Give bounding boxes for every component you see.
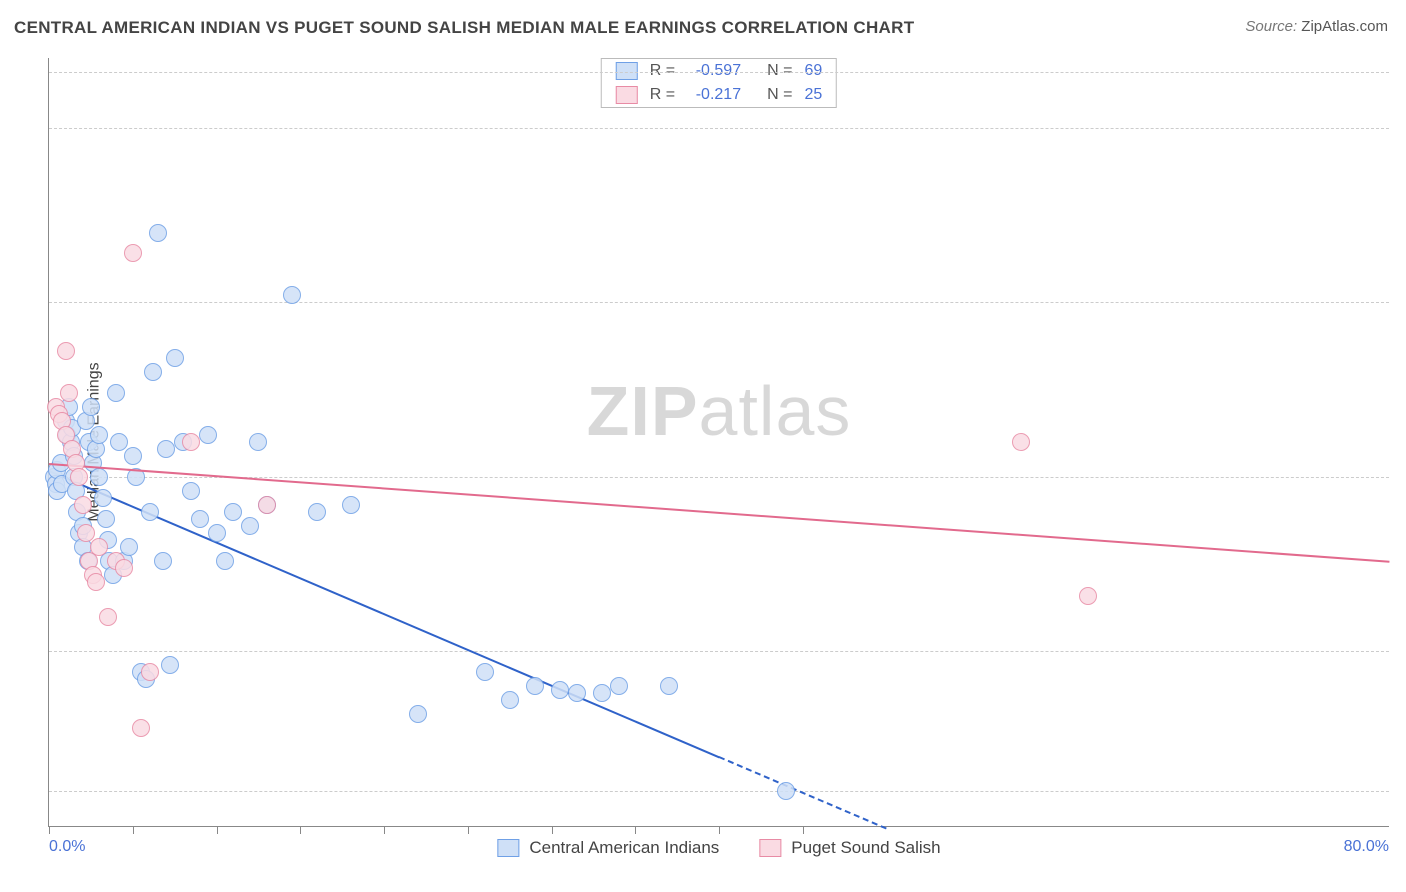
data-point (70, 468, 88, 486)
x-tick (635, 826, 636, 834)
gridline (49, 72, 1389, 73)
r-value: -0.217 (683, 86, 741, 104)
data-point (132, 719, 150, 737)
data-point (593, 684, 611, 702)
legend-swatch (616, 86, 638, 104)
gridline (49, 651, 1389, 652)
x-tick (300, 826, 301, 834)
data-point (144, 363, 162, 381)
chart-title: CENTRAL AMERICAN INDIAN VS PUGET SOUND S… (14, 18, 914, 38)
y-tick-label: $75,000 (1393, 293, 1406, 311)
data-point (283, 286, 301, 304)
data-point (99, 608, 117, 626)
data-point (551, 681, 569, 699)
data-point (90, 426, 108, 444)
data-point (74, 496, 92, 514)
data-point (141, 663, 159, 681)
y-tick-label: $25,000 (1393, 642, 1406, 660)
legend-label: Central American Indians (529, 838, 719, 858)
data-point (1079, 587, 1097, 605)
x-tick (133, 826, 134, 834)
legend-item: Puget Sound Salish (759, 838, 940, 858)
data-point (90, 468, 108, 486)
data-point (501, 691, 519, 709)
data-point (660, 677, 678, 695)
x-tick (217, 826, 218, 834)
data-point (216, 552, 234, 570)
data-point (191, 510, 209, 528)
data-point (77, 524, 95, 542)
data-point (182, 433, 200, 451)
x-tick (468, 826, 469, 834)
data-point (124, 244, 142, 262)
legend-item: Central American Indians (497, 838, 719, 858)
data-point (149, 224, 167, 242)
trend-line-dashed (719, 756, 887, 829)
plot-area: Median Male Earnings ZIPatlas R =-0.597N… (48, 58, 1389, 827)
data-point (161, 656, 179, 674)
data-point (115, 559, 133, 577)
x-tick (384, 826, 385, 834)
data-point (1012, 433, 1030, 451)
data-point (124, 447, 142, 465)
legend-stat-row: R = -0.217 N = 25 (602, 83, 836, 107)
data-point (154, 552, 172, 570)
series-legend: Central American Indians Puget Sound Sali… (497, 838, 940, 858)
x-tick (552, 826, 553, 834)
data-point (476, 663, 494, 681)
x-tick-min: 0.0% (49, 838, 85, 856)
data-point (777, 782, 795, 800)
data-point (97, 510, 115, 528)
data-point (82, 398, 100, 416)
source-attribution: Source: ZipAtlas.com (1245, 18, 1388, 35)
n-value: 25 (804, 86, 822, 104)
data-point (57, 342, 75, 360)
y-tick-label: $50,000 (1393, 468, 1406, 486)
data-point (182, 482, 200, 500)
data-point (166, 349, 184, 367)
correlation-legend: R =-0.597N =69R =-0.217N =25 (601, 58, 837, 108)
n-label: N = (767, 86, 792, 104)
gridline (49, 791, 1389, 792)
data-point (258, 496, 276, 514)
data-point (526, 677, 544, 695)
data-point (141, 503, 159, 521)
data-point (308, 503, 326, 521)
data-point (87, 573, 105, 591)
data-point (208, 524, 226, 542)
data-point (249, 433, 267, 451)
x-tick-max: 80.0% (1344, 838, 1389, 856)
data-point (610, 677, 628, 695)
legend-swatch (497, 839, 519, 857)
legend-swatch (759, 839, 781, 857)
r-label: R = (650, 86, 675, 104)
gridline (49, 128, 1389, 129)
legend-label: Puget Sound Salish (791, 838, 940, 858)
source-label: Source: (1245, 18, 1297, 35)
x-tick (719, 826, 720, 834)
data-point (120, 538, 138, 556)
data-point (90, 538, 108, 556)
data-point (342, 496, 360, 514)
y-tick-label: $100,000 (1393, 119, 1406, 137)
data-point (94, 489, 112, 507)
data-point (60, 384, 78, 402)
data-point (241, 517, 259, 535)
gridline (49, 302, 1389, 303)
data-point (224, 503, 242, 521)
data-point (409, 705, 427, 723)
data-point (199, 426, 217, 444)
data-point (568, 684, 586, 702)
source-value: ZipAtlas.com (1301, 18, 1388, 35)
data-point (157, 440, 175, 458)
data-point (107, 384, 125, 402)
watermark: ZIPatlas (587, 371, 852, 451)
x-tick (803, 826, 804, 834)
data-point (110, 433, 128, 451)
x-tick (49, 826, 50, 834)
